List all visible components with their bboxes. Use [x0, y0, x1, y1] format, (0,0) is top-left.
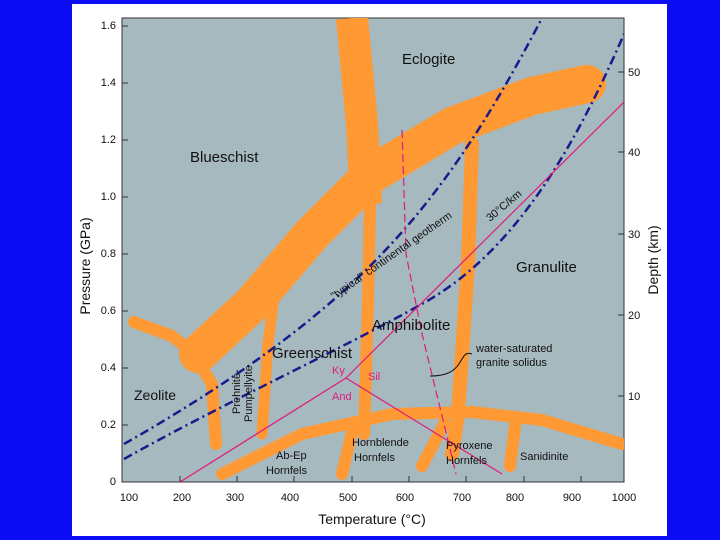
facies-amphibolite: Amphibolite	[372, 317, 450, 334]
mineral-and: And	[332, 391, 352, 403]
right-axis	[618, 71, 624, 397]
depth-tick-50: 50	[628, 67, 640, 79]
depth-tick-10: 10	[628, 391, 640, 403]
x-tick-500: 500	[339, 492, 357, 504]
facies-prehnite-1: Prehnite-	[231, 369, 243, 414]
boundary-eclogite-lower	[179, 65, 606, 373]
metamorphic-facies-diagram: 0 0.2 0.4 0.6 0.8 1.0 1.2 1.4 1.6 10 20 …	[77, 17, 661, 527]
facies-greenschist: Greenschist	[272, 345, 353, 362]
y-tick-0.6: 0.6	[101, 305, 116, 317]
geotherms	[123, 18, 624, 461]
label-solidus-2: granite solidus	[476, 357, 547, 369]
x-tick-900: 900	[563, 492, 581, 504]
solidus-leader	[429, 352, 473, 377]
facies-prehnite-2: Pumpellyite	[243, 365, 255, 422]
y-tick-1.4: 1.4	[101, 77, 116, 89]
facies-hornblende-1: Hornblende	[352, 437, 409, 449]
label-solidus-1: water-saturated	[475, 343, 552, 355]
y-right-axis-title: Depth (km)	[645, 225, 661, 294]
y-tick-0.4: 0.4	[101, 362, 116, 374]
aluminosilicate-lines	[179, 101, 624, 482]
x-tick-300: 300	[226, 492, 244, 504]
facies-pyroxene-2: Hornfels	[446, 455, 487, 467]
geotherm-continental	[123, 18, 544, 446]
depth-tick-20: 20	[628, 310, 640, 322]
y-tick-0: 0	[110, 476, 116, 488]
facies-zeolite: Zeolite	[134, 387, 176, 403]
depth-tick-30: 30	[628, 229, 640, 241]
x-axis-title: Temperature (°C)	[318, 511, 426, 527]
x-tick-1000: 1000	[612, 492, 636, 504]
y-tick-0.8: 0.8	[101, 248, 116, 260]
y-tick-1.6: 1.6	[101, 20, 116, 32]
x-tick-700: 700	[453, 492, 471, 504]
boundary-zeolite	[128, 316, 222, 450]
geotherm-30	[123, 33, 624, 461]
facies-boundaries	[128, 18, 624, 480]
facies-blueschist: Blueschist	[190, 149, 259, 166]
boundary-hornblende-pyroxene	[416, 418, 450, 472]
facies-sanidinite: Sanidinite	[520, 451, 568, 463]
mineral-ky: Ky	[332, 365, 345, 377]
x-tick-800: 800	[506, 492, 524, 504]
x-tick-200: 200	[173, 492, 191, 504]
boundary-abep-hornblende	[336, 418, 360, 480]
y-tick-1.2: 1.2	[101, 134, 116, 146]
boundary-granulite-amphibolite	[445, 137, 479, 461]
y-left-axis-title: Pressure (GPa)	[77, 217, 93, 314]
facies-eclogite: Eclogite	[402, 51, 455, 68]
x-tick-400: 400	[281, 492, 299, 504]
left-axis	[122, 25, 128, 483]
ky-sil-line	[345, 101, 624, 379]
boundary-amphibolite-greenschist	[358, 198, 376, 440]
facies-hornblende-2: Hornfels	[354, 452, 395, 464]
x-tick-100: 100	[120, 492, 138, 504]
x-tick-600: 600	[396, 492, 414, 504]
ky-and-line	[179, 377, 347, 482]
y-tick-0.2: 0.2	[101, 419, 116, 431]
boundary-greenschist-prehnite	[256, 290, 280, 440]
and-sil-line	[345, 377, 503, 475]
boundary-hornfels	[216, 406, 624, 480]
figure-panel: 0 0.2 0.4 0.6 0.8 1.0 1.2 1.4 1.6 10 20 …	[72, 4, 667, 536]
boundary-pyroxene-sanidinite	[504, 412, 522, 472]
bottom-axis	[121, 476, 625, 482]
depth-tick-40: 40	[628, 147, 640, 159]
y-tick-1.0: 1.0	[101, 191, 116, 203]
facies-abep-1: Ab-Ep	[276, 450, 307, 462]
facies-pyroxene-1: Pyroxene	[446, 440, 492, 452]
facies-granulite: Granulite	[516, 259, 577, 276]
facies-abep-2: Hornfels	[266, 465, 307, 477]
mineral-sil: Sil	[368, 371, 380, 383]
